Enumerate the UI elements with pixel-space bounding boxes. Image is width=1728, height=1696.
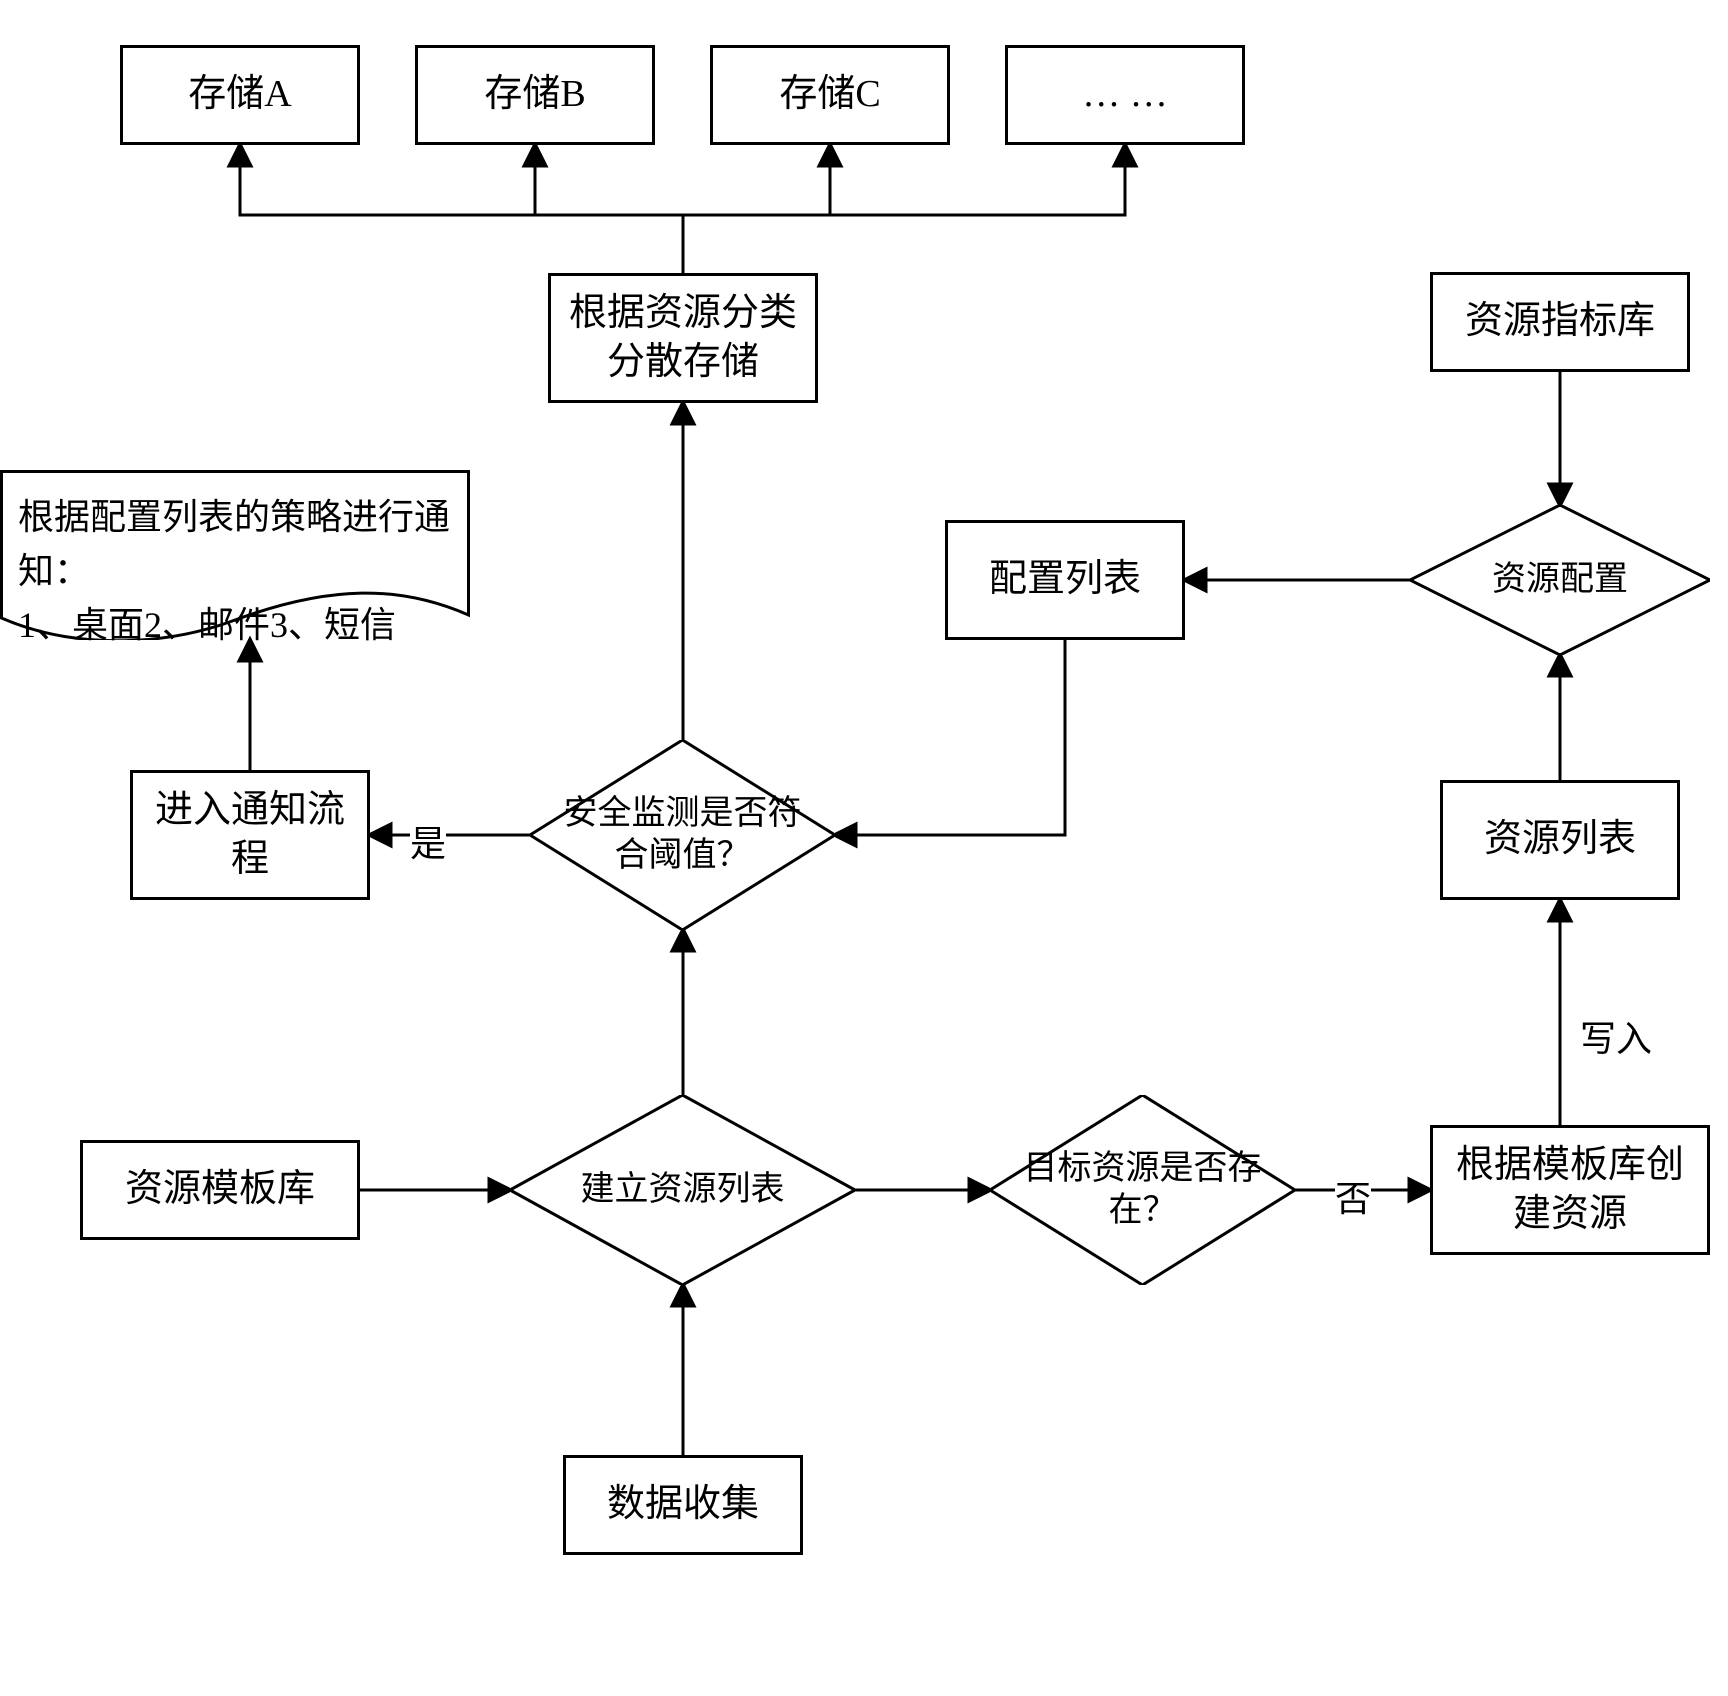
node-store-more: … … — [1005, 45, 1245, 145]
node-collect: 数据收集 — [563, 1455, 803, 1555]
node-notify: 进入通知流程 — [130, 770, 370, 900]
node-build-list: 建立资源列表 — [510, 1095, 855, 1285]
node-cfg-list: 配置列表 — [945, 520, 1185, 640]
node-create-res: 根据模板库创建资源 — [1430, 1125, 1710, 1255]
label-yes: 是 — [410, 815, 446, 867]
label-write: 写入 — [1580, 1010, 1652, 1062]
node-threshold: 安全监测是否符合阈值？ — [530, 740, 835, 930]
label-no: 否 — [1335, 1170, 1371, 1222]
edge-disperse-storeA — [240, 145, 683, 273]
node-cfg-res: 资源配置 — [1410, 505, 1710, 655]
node-store-a: 存储A — [120, 45, 360, 145]
edge-disperse-storeMore — [683, 145, 1125, 273]
edge-disperse-storeC — [683, 145, 830, 273]
node-tpl-lib: 资源模板库 — [80, 1140, 360, 1240]
edge-disperse-storeB — [535, 145, 683, 273]
node-metric-lib: 资源指标库 — [1430, 272, 1690, 372]
node-disperse: 根据资源分类分散存储 — [548, 273, 818, 403]
node-res-list: 资源列表 — [1440, 780, 1680, 900]
note-line-2: 1、桌面2、邮件3、短信 — [18, 598, 452, 652]
note-line-1: 根据配置列表的策略进行通知： — [18, 490, 452, 598]
node-exists: 目标资源是否存在？ — [990, 1095, 1295, 1285]
node-store-b: 存储B — [415, 45, 655, 145]
edge-cfgList-threshold — [835, 640, 1065, 835]
node-note: 根据配置列表的策略进行通知： 1、桌面2、邮件3、短信 — [0, 470, 470, 640]
node-store-c: 存储C — [710, 45, 950, 145]
